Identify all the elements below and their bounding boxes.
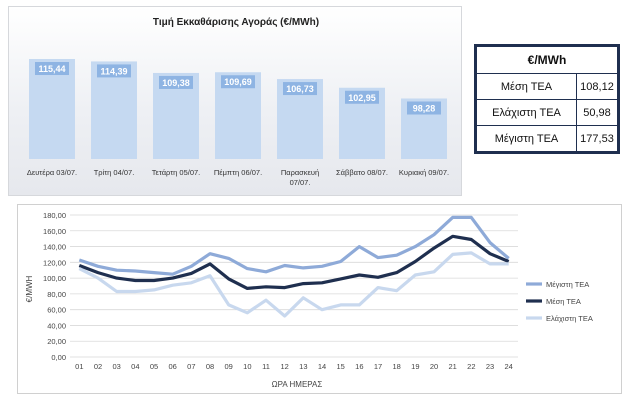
bar-value-box — [97, 64, 131, 78]
x-tick-label: 10 — [243, 362, 251, 371]
weekly-price-bar-chart: Τιμή Εκκαθάρισης Αγοράς (€/MWh) 115,44 11… — [8, 6, 462, 196]
x-tick-label: 17 — [374, 362, 382, 371]
x-tick-label: 20 — [430, 362, 438, 371]
bar-category-label: 07/07. — [290, 178, 311, 187]
x-tick-label: 22 — [467, 362, 475, 371]
y-tick-label: 20,00 — [47, 337, 66, 346]
bar-value-label: 114,39 — [100, 66, 127, 76]
x-tick-label: 12 — [280, 362, 288, 371]
x-tick-label: 05 — [150, 362, 158, 371]
summary-row-min: Ελάχιστη ΤΕΑ 50,98 — [476, 99, 618, 126]
summary-value: 177,53 — [576, 125, 618, 152]
y-tick-label: 0,00 — [51, 353, 66, 362]
bar-value-box — [283, 82, 317, 96]
x-tick-label: 09 — [224, 362, 232, 371]
bar-value-box — [407, 101, 441, 115]
bar-value-label: 109,69 — [224, 77, 252, 87]
summary-value: 108,12 — [576, 73, 618, 100]
y-tick-label: 120,00 — [43, 258, 66, 267]
x-tick-label: 07 — [187, 362, 195, 371]
y-tick-label: 160,00 — [43, 227, 66, 236]
bar-value-label: 98,28 — [413, 104, 436, 114]
summary-label: Μέση ΤΕΑ — [476, 73, 577, 100]
x-tick-label: 11 — [262, 362, 270, 371]
x-tick-label: 24 — [504, 362, 512, 371]
y-axis-label: €/MWH — [25, 275, 34, 302]
bar-value-label: 109,38 — [162, 78, 190, 88]
summary-label: Μέγιστη ΤΕΑ — [476, 125, 577, 152]
bar-category-label: Παρασκευή — [281, 168, 319, 177]
bar — [91, 61, 137, 159]
x-tick-label: 19 — [411, 362, 419, 371]
bar-category-label: Τετάρτη 05/07. — [152, 168, 201, 177]
y-tick-label: 100,00 — [43, 274, 66, 283]
summary-row-mean: Μέση ΤΕΑ 108,12 — [476, 73, 618, 100]
y-tick-label: 80,00 — [47, 290, 66, 299]
x-tick-label: 14 — [318, 362, 326, 371]
series-line-2 — [78, 234, 510, 291]
hourly-price-line-chart: 0,00 20,00 40,00 60,00 80,00 100,00 120,00 140,… — [17, 204, 622, 394]
bar-value-box — [221, 75, 255, 89]
bar-category-label: Πέμπτη 06/07. — [214, 168, 262, 177]
summary-header: €/MWh — [476, 46, 618, 74]
x-tick-label: 08 — [206, 362, 214, 371]
summary-label: Ελάχιστη ΤΕΑ — [476, 99, 577, 126]
bar — [29, 59, 75, 159]
bar-category-label: Τρίτη 04/07. — [94, 168, 135, 177]
y-tick-label: 140,00 — [43, 243, 66, 252]
y-tick-label: 180,00 — [43, 211, 66, 220]
series-line-3 — [78, 251, 509, 318]
x-tick-label: 03 — [112, 362, 120, 371]
summary-table: €/MWh Μέση ΤΕΑ 108,12 Ελάχιστη ΤΕΑ 50,98… — [474, 44, 620, 154]
bar-category-label: Σάββατο 08/07. — [336, 168, 388, 177]
bar-chart-title: Τιμή Εκκαθάρισης Αγοράς (€/MWh) — [153, 17, 319, 28]
bar-value-label: 102,95 — [348, 93, 376, 103]
bar-chart-svg: Τιμή Εκκαθάρισης Αγοράς (€/MWh) 115,44 11… — [27, 17, 449, 187]
x-tick-label: 15 — [336, 362, 344, 371]
x-axis-label: ΩΡΑ ΗΜΕΡΑΣ — [272, 380, 323, 389]
x-tick-label: 01 — [75, 362, 83, 371]
legend-label: Μέγιστη ΤΕΑ — [546, 280, 589, 289]
summary-value: 50,98 — [576, 99, 618, 126]
series-line-1 — [78, 215, 510, 276]
x-tick-label: 06 — [168, 362, 176, 371]
legend-label: Ελάχιστη ΤΕΑ — [546, 314, 593, 323]
x-tick-label: 16 — [355, 362, 363, 371]
x-tick-label: 23 — [486, 362, 494, 371]
x-tick-label: 02 — [94, 362, 102, 371]
x-tick-label: 13 — [299, 362, 307, 371]
bar-value-box — [159, 75, 193, 89]
summary-row-max: Μέγιστη ΤΕΑ 177,53 — [476, 125, 618, 152]
bar-category-label: Δευτέρα 03/07. — [27, 168, 77, 177]
bar-value-label: 115,44 — [38, 64, 65, 74]
bar-value-label: 106,73 — [286, 84, 314, 94]
y-tick-label: 60,00 — [47, 306, 66, 315]
legend-label: Μέση ΤΕΑ — [546, 297, 581, 306]
x-tick-label: 04 — [131, 362, 139, 371]
line-chart-svg: 0,00 20,00 40,00 60,00 80,00 100,00 120,00 140,… — [25, 211, 593, 389]
x-tick-label: 21 — [448, 362, 456, 371]
bar-category-label: Κυριακή 09/07. — [399, 168, 449, 177]
x-tick-label: 18 — [392, 362, 400, 371]
bar-value-box — [35, 62, 69, 76]
bar-value-box — [345, 90, 379, 104]
y-tick-label: 40,00 — [47, 321, 66, 330]
